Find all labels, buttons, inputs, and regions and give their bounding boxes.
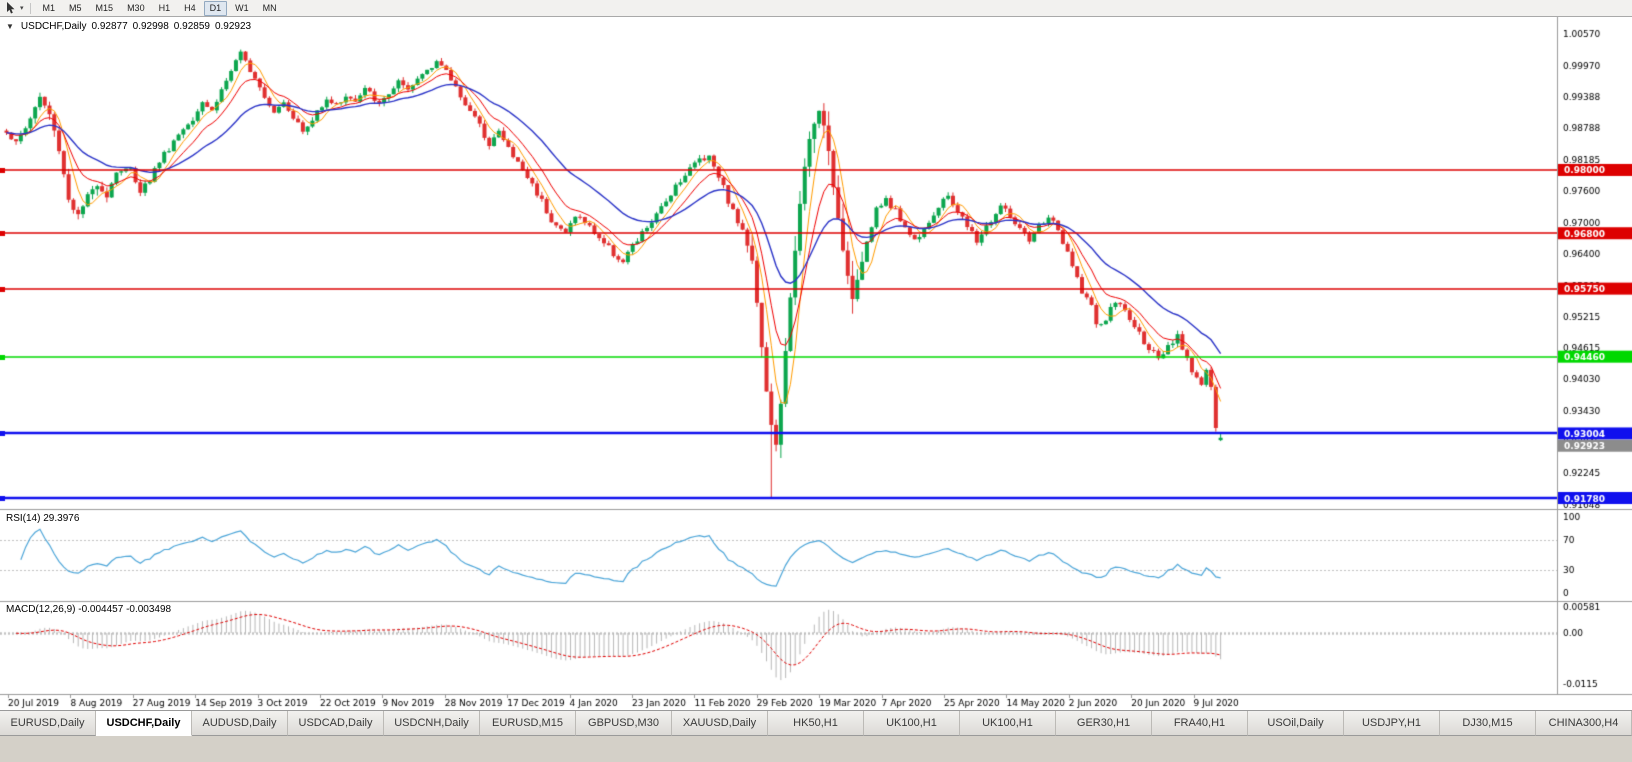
tab-usdjpy-h1[interactable]: USDJPY,H1 (1344, 711, 1440, 736)
timeframe-button-mn[interactable]: MN (262, 2, 277, 13)
collapse-triangle-icon[interactable]: ▼ (6, 22, 14, 31)
toolbar-separator (29, 2, 31, 14)
price-open: 0.92877 (91, 21, 128, 32)
tab-usoil-daily[interactable]: USOil,Daily (1248, 711, 1344, 736)
price-low: 0.92859 (173, 21, 210, 32)
timeframe-button-h4[interactable]: H4 (184, 2, 196, 13)
tab-usdcnh-daily[interactable]: USDCNH,Daily (384, 711, 480, 736)
tab-ger30-h1[interactable]: GER30,H1 (1056, 711, 1152, 736)
tab-dj30-m15[interactable]: DJ30,M15 (1440, 711, 1536, 736)
timeframe-buttons: M1 M5 M15 M30 H1 H4 D1 W1 MN (37, 0, 283, 16)
tab-uk100-h1[interactable]: UK100,H1 (960, 711, 1056, 736)
macd-indicator-label: MACD(12,26,9) -0.004457 -0.003498 (6, 604, 172, 615)
tab-audusd-daily[interactable]: AUDUSD,Daily (192, 711, 288, 736)
cursor-tool-icon[interactable] (4, 2, 18, 15)
tab-xauusd-daily[interactable]: XAUUSD,Daily (672, 711, 768, 736)
tab-fra40-h1[interactable]: FRA40,H1 (1152, 711, 1248, 736)
tab-china300-h4[interactable]: CHINA300,H4 (1536, 711, 1632, 736)
timeframe-button-d1[interactable]: D1 (203, 0, 228, 16)
timeframe-button-h1[interactable]: H1 (158, 2, 171, 13)
tab-eurusd-m15[interactable]: EURUSD,M15 (480, 711, 576, 736)
chevron-down-icon[interactable]: ▾ (20, 4, 24, 12)
bottom-filler (0, 736, 1632, 762)
price-close: 0.92923 (214, 21, 252, 32)
chart-canvas[interactable] (0, 17, 1632, 710)
chart-tabs-bar: EURUSD,Daily USDCHF,Daily AUDUSD,Daily USDC… (0, 710, 1632, 736)
tab-gbpusd-m30[interactable]: GBPUSD,M30 (576, 711, 672, 736)
timeframe-button-m5[interactable]: M5 (69, 2, 82, 13)
timeframe-toolbar: ▾ M1 M5 M15 M30 H1 H4 D1 W1 MN (0, 0, 1632, 17)
chart-title: ▼ USDCHF,Daily 0.92877 0.92998 0.92859 0… (6, 21, 251, 32)
tab-usdcad-daily[interactable]: USDCAD,Daily (288, 711, 384, 736)
rsi-indicator-label: RSI(14) 29.3976 (6, 513, 80, 524)
timeframe-button-w1[interactable]: W1 (235, 2, 249, 13)
chart-symbol-label: USDCHF,Daily (20, 21, 87, 32)
tab-hk50-h1[interactable]: HK50,H1 (768, 711, 864, 736)
tab-eurusd-daily[interactable]: EURUSD,Daily (0, 711, 96, 736)
timeframe-button-m30[interactable]: M30 (127, 2, 145, 13)
timeframe-button-m1[interactable]: M1 (42, 2, 56, 13)
timeframe-button-m15[interactable]: M15 (95, 2, 114, 13)
tab-usdchf-daily[interactable]: USDCHF,Daily (96, 711, 192, 736)
price-high: 0.92998 (132, 21, 169, 32)
tab-uk100-h1[interactable]: UK100,H1 (864, 711, 960, 736)
